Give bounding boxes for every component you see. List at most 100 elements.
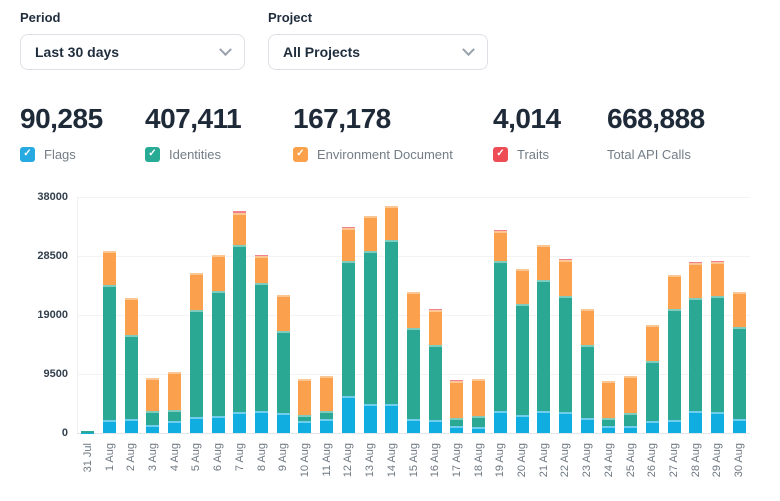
flags-count: 90,285 xyxy=(20,103,103,134)
bar-19-aug[interactable] xyxy=(493,197,507,433)
identities-checkbox[interactable]: ✓ xyxy=(145,146,160,162)
segment-identities xyxy=(363,251,377,404)
bar-21-aug[interactable] xyxy=(537,197,551,433)
segment-identities xyxy=(710,296,724,413)
segment-identities xyxy=(103,284,117,420)
bar-23-aug[interactable] xyxy=(580,197,594,433)
x-tick-label: 5 Aug xyxy=(190,443,203,472)
segment-environment-document xyxy=(450,380,464,419)
flags-checkbox[interactable]: ✓ xyxy=(20,146,35,162)
segment-identities xyxy=(558,296,572,412)
bar-9-aug[interactable] xyxy=(276,197,290,433)
segment-identities xyxy=(515,304,529,415)
bar-15-aug[interactable] xyxy=(407,197,420,433)
segment-flags xyxy=(146,424,160,433)
bar-31-jul[interactable] xyxy=(81,197,95,433)
bar-27-aug[interactable] xyxy=(667,197,681,433)
bar-18-aug[interactable] xyxy=(472,197,486,433)
bar-11-aug[interactable] xyxy=(320,197,334,433)
x-tick-label: 12 Aug xyxy=(342,443,355,478)
bar-30-aug[interactable] xyxy=(732,197,746,433)
segment-identities xyxy=(472,416,486,428)
bar-16-aug[interactable] xyxy=(428,197,442,433)
environment-document-legend: ✓ Environment Document xyxy=(293,146,493,162)
segment-flags xyxy=(558,411,572,433)
segment-flags xyxy=(602,426,616,433)
segment-identities xyxy=(645,361,659,422)
x-tick-label: 17 Aug xyxy=(450,443,463,478)
bar-4-aug[interactable] xyxy=(168,197,182,433)
period-select-value: Last 30 days xyxy=(35,44,120,60)
segment-traits xyxy=(493,229,507,232)
segment-identities xyxy=(81,431,95,433)
project-select-value: All Projects xyxy=(283,44,361,60)
bar-14-aug[interactable] xyxy=(385,197,399,433)
environment-document-checkbox[interactable]: ✓ xyxy=(293,146,308,162)
segment-flags xyxy=(103,419,117,433)
bar-17-aug[interactable] xyxy=(450,197,464,433)
bar-3-aug[interactable] xyxy=(146,197,160,433)
segment-identities xyxy=(602,418,616,427)
segment-identities xyxy=(233,245,247,413)
bar-13-aug[interactable] xyxy=(363,197,377,433)
traits-checkbox[interactable]: ✓ xyxy=(493,146,508,162)
traits-label: Traits xyxy=(517,146,550,162)
stat-total-api-calls: 668,888 Total API Calls xyxy=(607,102,737,162)
segment-identities xyxy=(255,283,269,411)
bar-22-aug[interactable] xyxy=(558,197,572,433)
bar-28-aug[interactable] xyxy=(689,197,703,433)
x-tick-label: 6 Aug xyxy=(212,443,225,472)
bar-2-aug[interactable] xyxy=(124,197,138,433)
identities-label: Identities xyxy=(169,146,222,162)
bar-24-aug[interactable] xyxy=(602,197,616,433)
segment-environment-document xyxy=(363,216,377,252)
bar-10-aug[interactable] xyxy=(298,197,312,433)
segment-flags xyxy=(472,427,486,433)
segment-environment-document xyxy=(276,294,290,332)
bar-5-aug[interactable] xyxy=(189,197,203,433)
segment-traits xyxy=(363,215,377,217)
x-tick-label: 31 Jul xyxy=(81,443,94,473)
bar-20-aug[interactable] xyxy=(515,197,529,433)
bar-12-aug[interactable] xyxy=(341,197,355,433)
segment-identities xyxy=(146,411,160,425)
period-select[interactable]: Last 30 days xyxy=(20,34,245,70)
segment-flags xyxy=(667,419,681,433)
segment-identities xyxy=(298,414,312,421)
segment-environment-document xyxy=(732,292,746,327)
x-tick-label: 7 Aug xyxy=(233,443,246,472)
bar-29-aug[interactable] xyxy=(710,197,724,433)
segment-identities xyxy=(689,297,703,411)
segment-flags xyxy=(537,411,551,433)
bar-1-aug[interactable] xyxy=(103,197,117,433)
bar-6-aug[interactable] xyxy=(211,197,225,433)
stat-flags: 90,285 ✓ Flags xyxy=(20,102,145,162)
bar-8-aug[interactable] xyxy=(255,197,269,433)
segment-environment-document xyxy=(602,381,616,419)
segment-flags xyxy=(428,419,442,433)
bar-26-aug[interactable] xyxy=(645,197,659,433)
segment-environment-document xyxy=(233,212,247,246)
segment-environment-document xyxy=(493,231,507,262)
segment-identities xyxy=(341,261,355,397)
segment-traits xyxy=(428,309,442,310)
x-tick-label: 19 Aug xyxy=(494,443,507,478)
bar-7-aug[interactable] xyxy=(233,197,247,433)
segment-flags xyxy=(298,420,312,433)
segment-flags xyxy=(385,403,399,433)
project-filter: Project All Projects xyxy=(268,10,488,70)
segment-identities xyxy=(428,345,442,420)
segment-flags xyxy=(211,416,225,433)
project-select[interactable]: All Projects xyxy=(268,34,488,70)
segment-flags xyxy=(732,418,746,433)
segment-traits xyxy=(407,291,420,293)
segment-environment-document xyxy=(103,251,117,285)
bar-25-aug[interactable] xyxy=(624,197,638,433)
segment-environment-document xyxy=(428,309,442,346)
check-icon: ✓ xyxy=(23,148,32,159)
x-tick-label: 28 Aug xyxy=(689,443,702,478)
check-icon: ✓ xyxy=(148,148,157,159)
x-tick-label: 23 Aug xyxy=(581,443,594,478)
x-tick-label: 25 Aug xyxy=(624,443,637,478)
total-api-calls-label: Total API Calls xyxy=(607,146,691,162)
